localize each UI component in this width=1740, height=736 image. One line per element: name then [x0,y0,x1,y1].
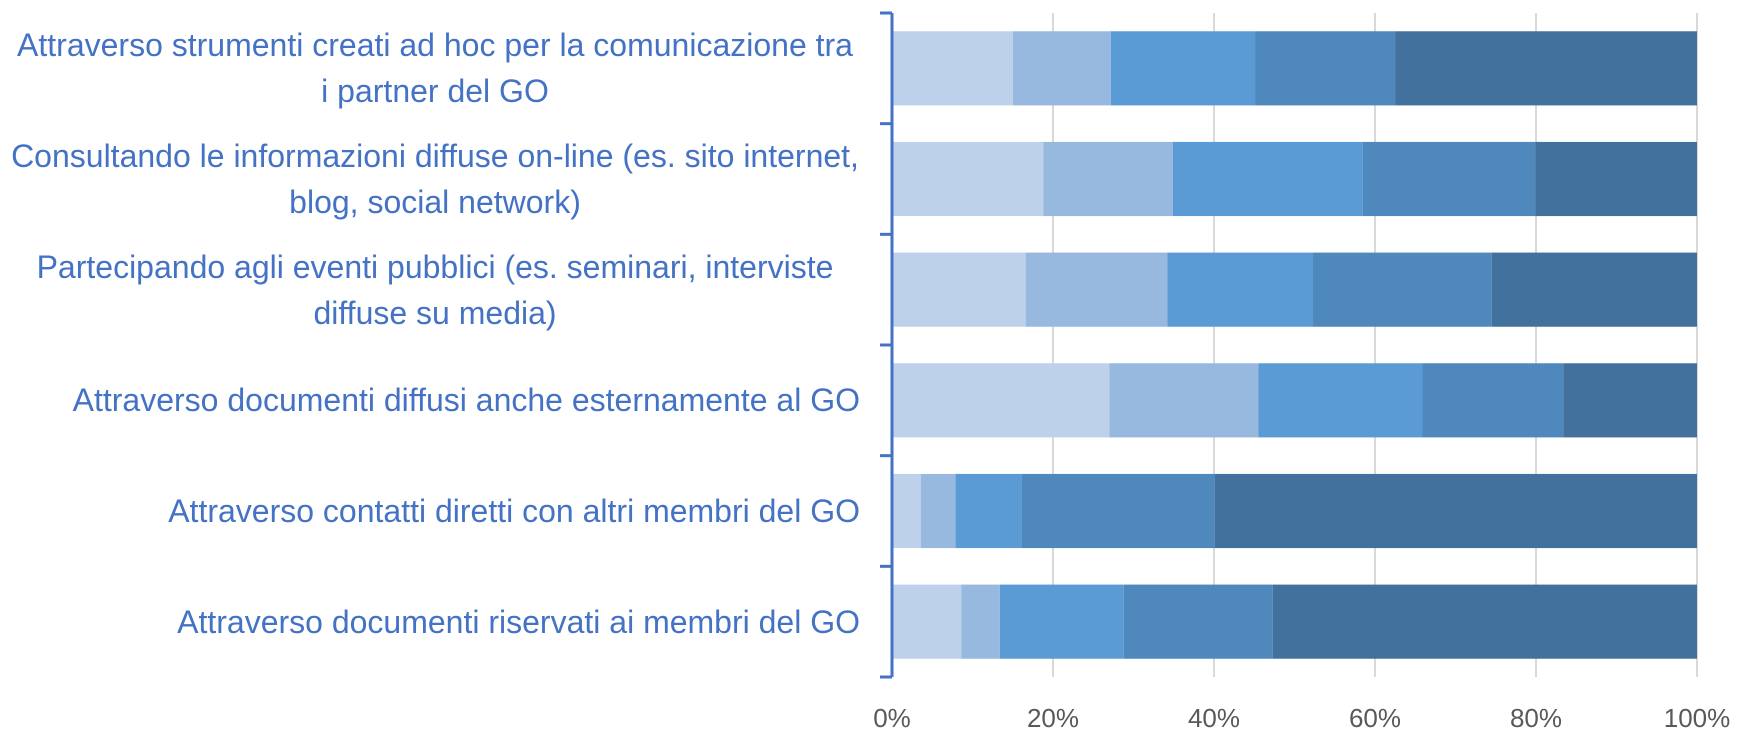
bar-segment [920,473,956,549]
bar-segment [999,584,1124,659]
x-tick-label: 100% [1664,703,1731,733]
bar-segment [1043,141,1173,217]
bar-segment [955,473,1022,549]
y-tick-label: Partecipando agli eventi pubblici (es. s… [36,248,834,331]
bar-segment [1214,473,1697,549]
bar-segment [1025,252,1168,327]
bar-segment [892,473,921,549]
category-label-box: Consultando le informazioni diffuse on-l… [0,124,860,235]
bar-segment [892,252,1026,327]
bar-segment [1491,252,1697,327]
y-tick-label: Attraverso documenti riservati ai membri… [177,603,860,640]
bar-segment [1563,363,1697,438]
x-tick-label: 20% [1027,703,1079,733]
category-label-box: Partecipando agli eventi pubblici (es. s… [0,234,860,345]
x-tick-label: 0% [873,703,911,733]
bar-segment [1167,252,1314,327]
bar-segment [1535,141,1697,217]
x-tick-label: 60% [1349,703,1401,733]
bar-segment [1255,31,1396,106]
bar-segment [892,584,962,659]
bar-segment [961,584,1000,659]
y-tick-label: Attraverso contatti diretti con altri me… [168,492,860,529]
x-tick-label: 40% [1188,703,1240,733]
bar-segment [1395,31,1697,106]
bar-segment [1021,473,1215,549]
y-tick-label: Consultando le informazioni diffuse on-l… [11,137,859,220]
bar-segment [1313,252,1492,327]
bar-segment [892,31,1013,106]
y-tick-label: Attraverso documenti diffusi anche ester… [72,382,860,419]
bar-segment [892,363,1110,438]
category-label-box: Attraverso contatti diretti con altri me… [0,456,860,567]
bar-segment [1258,363,1423,438]
bar-segment [892,141,1044,217]
bar-segment [1012,31,1111,106]
category-label-box: Attraverso documenti riservati ai membri… [0,566,860,677]
bar-segment [1272,584,1697,659]
bar-segment [1110,31,1256,106]
y-tick-label: Attraverso strumenti creati ad hoc per l… [17,27,853,110]
bar-segment [1109,363,1259,438]
bar-segment [1172,141,1363,217]
bar-segment [1422,363,1564,438]
bar-segment [1123,584,1273,659]
category-label-box: Attraverso strumenti creati ad hoc per l… [0,13,860,124]
category-label-box: Attraverso documenti diffusi anche ester… [0,345,860,456]
bar-segment [1362,141,1536,217]
x-tick-label: 80% [1510,703,1562,733]
